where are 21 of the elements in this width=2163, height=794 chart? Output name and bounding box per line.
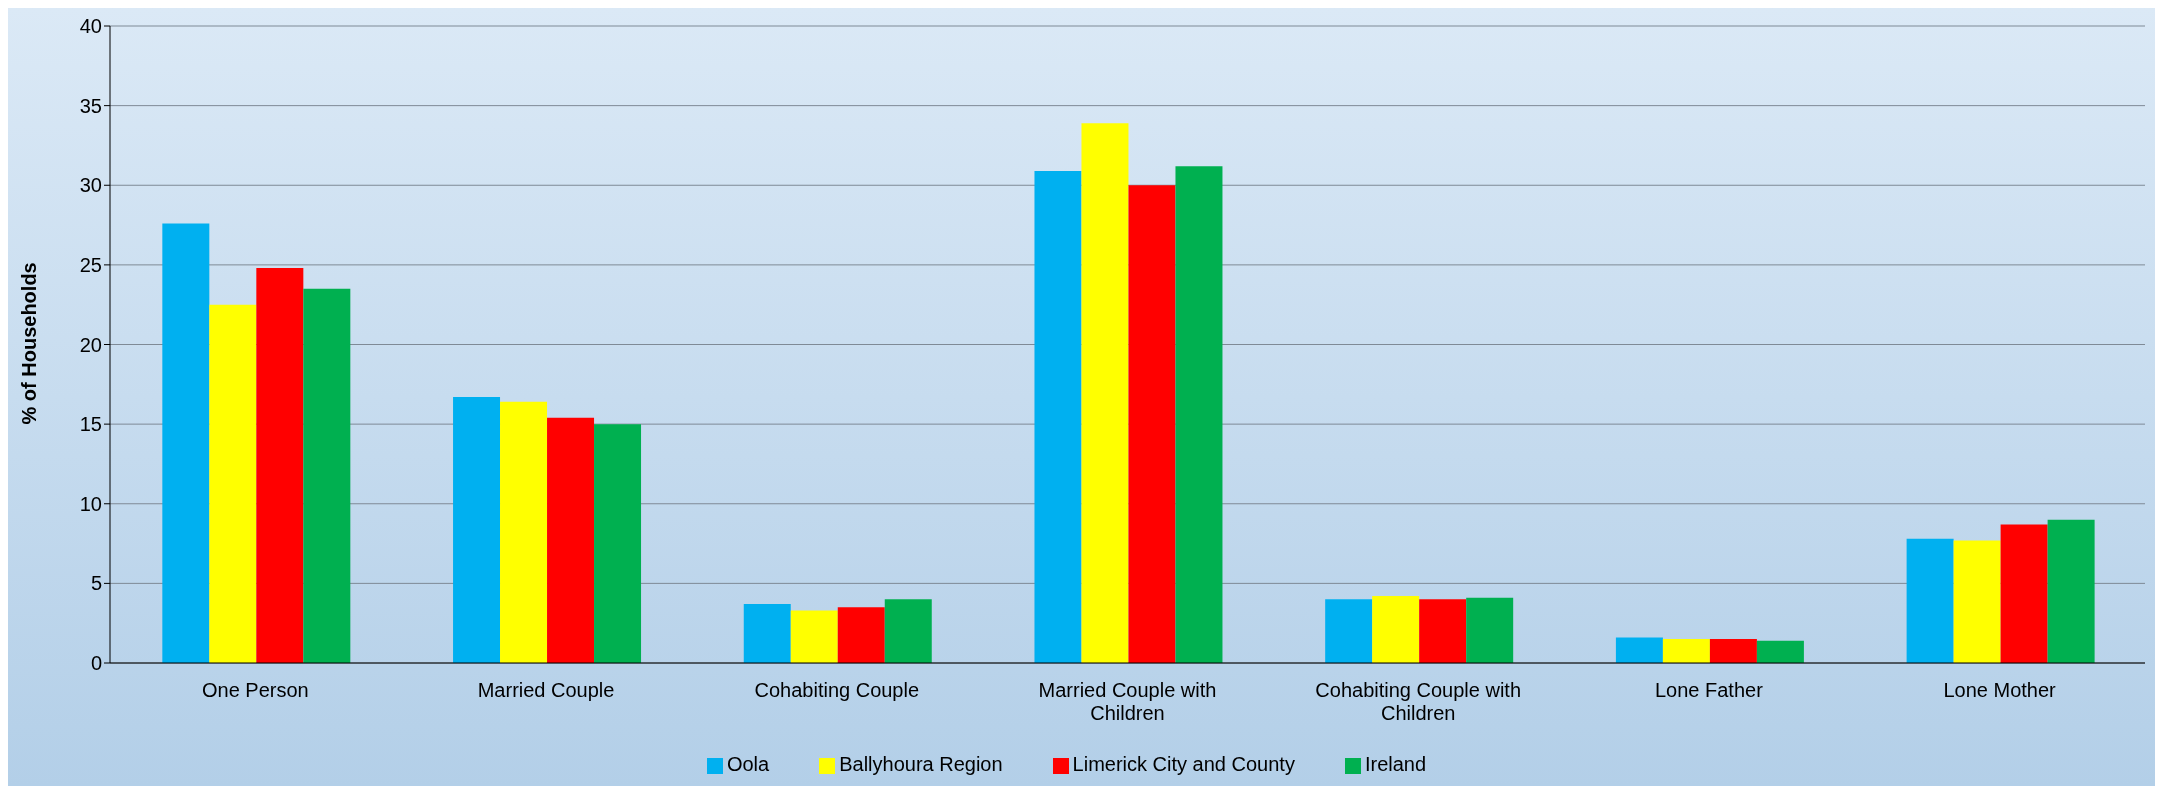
- y-tick-label: 35: [79, 94, 102, 117]
- x-tick-label: Cohabiting Couple: [754, 679, 920, 701]
- y-tick-label: 25: [79, 253, 102, 276]
- x-tick-label: Married Couple: [477, 679, 615, 701]
- y-tick-label: 15: [79, 413, 102, 436]
- x-tick-label: One Person: [201, 679, 309, 701]
- y-tick-label: 5: [90, 572, 102, 595]
- x-tick-label: Lone Mother: [1943, 679, 2057, 701]
- legend-label: Ireland: [1364, 753, 1427, 775]
- legend-label: Limerick City and County: [1072, 753, 1295, 775]
- y-axis-title: % of Households: [18, 262, 41, 425]
- y-tick-label: 0: [90, 652, 102, 675]
- y-tick-label: 20: [79, 333, 102, 356]
- x-tick-label: Married Couple with Children: [1038, 679, 1217, 724]
- y-tick-label: 40: [79, 15, 102, 38]
- x-tick-label: Lone Father: [1655, 679, 1764, 701]
- x-tick-label: Cohabiting Couple with Children: [1315, 679, 1522, 724]
- legend-label: Oola: [726, 753, 770, 775]
- y-tick-label: 30: [79, 174, 102, 197]
- y-tick-label: 10: [79, 492, 102, 515]
- legend-label: Ballyhoura Region: [839, 753, 1003, 775]
